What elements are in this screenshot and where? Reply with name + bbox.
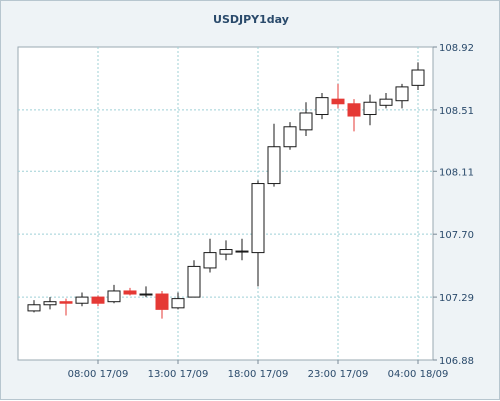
candle	[267, 123, 281, 187]
candle-body	[379, 98, 393, 106]
candle	[411, 62, 425, 90]
candle	[395, 83, 409, 109]
candle	[363, 94, 377, 126]
axes: 108.92 108.51 108.11 107.70 107.29 106.88 08:0…	[68, 43, 474, 380]
candle	[107, 284, 121, 304]
plot-area	[17, 46, 434, 361]
x-tick-label: 04:00 18/09	[388, 369, 449, 380]
candle	[299, 102, 313, 136]
candle	[123, 287, 137, 296]
candle	[75, 292, 89, 307]
candle-body	[347, 103, 361, 117]
candle	[171, 292, 185, 310]
y-tick-label: 106.88	[439, 356, 474, 367]
candle-body	[411, 69, 425, 86]
y-tick-label: 107.70	[439, 230, 474, 241]
candle	[139, 286, 153, 298]
candle-body	[27, 304, 41, 312]
candle	[187, 260, 201, 298]
candle-body	[139, 293, 153, 296]
candle-body	[123, 290, 137, 295]
candle-body	[59, 301, 73, 304]
candle-body	[395, 86, 409, 102]
candle-body	[315, 97, 329, 116]
y-tick-label: 108.11	[439, 167, 474, 178]
candle-body	[235, 250, 249, 253]
candle	[203, 238, 217, 273]
candle	[347, 99, 361, 132]
candle	[235, 238, 249, 261]
candle	[43, 297, 57, 310]
candles	[27, 62, 425, 319]
candle-body	[267, 146, 281, 185]
candle	[27, 300, 41, 313]
candle	[331, 83, 345, 109]
candle-body	[331, 98, 345, 105]
candle-body	[107, 290, 121, 303]
x-tick-label: 18:00 17/09	[228, 369, 289, 380]
candle	[379, 93, 393, 109]
candle-body	[75, 296, 89, 304]
candle-body	[203, 252, 217, 269]
candle	[91, 295, 105, 307]
candle-body	[219, 249, 233, 255]
x-tick-label: 23:00 17/09	[308, 369, 369, 380]
candle-body	[43, 301, 57, 306]
candle-body	[155, 293, 169, 310]
y-tick-label: 107.29	[439, 293, 474, 304]
candle	[155, 290, 169, 319]
y-tick-label: 108.51	[439, 106, 474, 117]
candle-body	[299, 112, 313, 131]
candle-body	[283, 126, 297, 148]
candle-body	[171, 298, 185, 309]
candle	[283, 122, 297, 150]
chart-title: USDJPY1day	[213, 13, 289, 26]
candle-body	[251, 183, 265, 254]
candle	[59, 298, 73, 316]
candle	[315, 93, 329, 120]
candle	[219, 240, 233, 261]
candle	[251, 180, 265, 287]
x-tick-label: 13:00 17/09	[148, 369, 209, 380]
candle-body	[363, 101, 377, 116]
y-tick-label: 108.92	[439, 43, 474, 54]
x-tick-label: 08:00 17/09	[68, 369, 129, 380]
candle-body	[91, 296, 105, 304]
candle-body	[187, 265, 201, 298]
